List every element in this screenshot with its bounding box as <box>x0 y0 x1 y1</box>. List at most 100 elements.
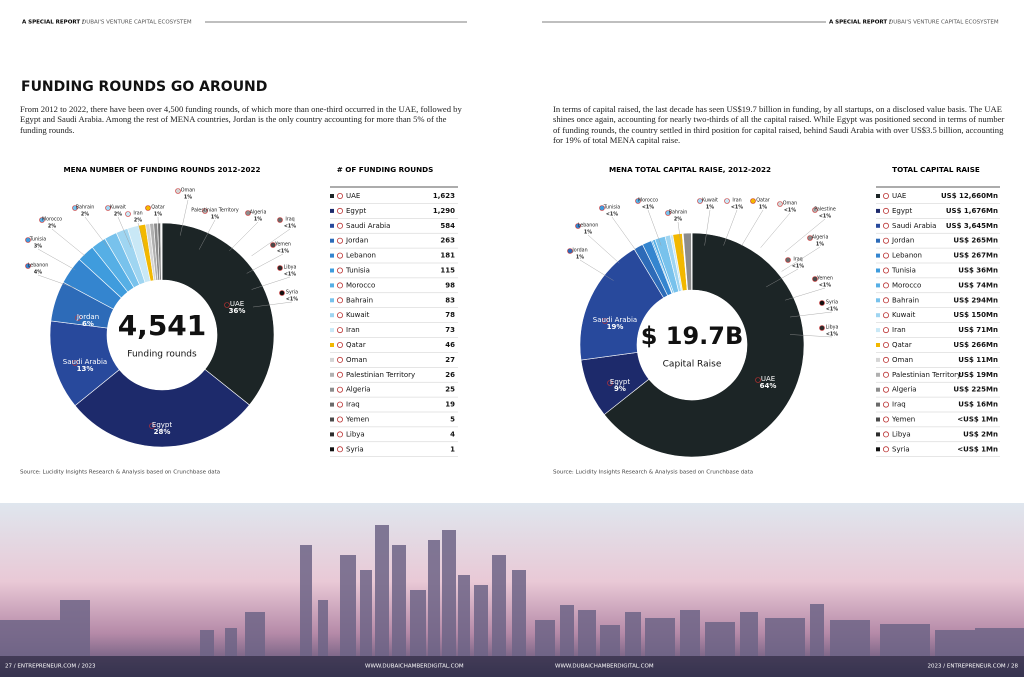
country-name: Algeria <box>892 386 917 394</box>
flag-icon <box>277 217 283 223</box>
building <box>410 590 426 656</box>
leader-line <box>789 334 833 338</box>
flag-icon <box>336 341 343 348</box>
country-name: Jordan <box>891 237 914 245</box>
row-value: US$ 267Mn <box>953 252 998 260</box>
slice-share: <1% <box>784 208 796 214</box>
country-name: Tunisia <box>891 267 916 275</box>
row-bullet <box>330 238 334 243</box>
row-bullet <box>876 268 880 273</box>
slice-name: Qatar <box>756 198 770 204</box>
country-name: Bahrain <box>346 296 373 304</box>
flag-icon <box>883 267 890 274</box>
flag-icon <box>883 431 890 438</box>
building <box>535 620 555 656</box>
flag-icon <box>270 242 276 248</box>
leader-line <box>760 212 791 248</box>
leader-line <box>723 209 738 246</box>
leader-line <box>587 234 620 264</box>
building <box>578 610 596 656</box>
slice-share: 1% <box>254 217 262 223</box>
building <box>830 620 870 656</box>
country-name: Tunisia <box>345 267 370 275</box>
flag-icon <box>125 211 131 217</box>
country-name: Libya <box>892 430 911 438</box>
slice-share: 1% <box>584 230 592 236</box>
slice-name: Yemen <box>274 242 291 248</box>
flag-icon <box>336 267 343 274</box>
country-name: Egypt <box>892 207 912 215</box>
table-title: # OF FUNDING ROUNDS <box>337 165 434 174</box>
row-value: US$ 16Mn <box>958 401 998 409</box>
row-value: US$ 294Mn <box>953 296 998 304</box>
leader-line <box>84 216 109 248</box>
flag-icon <box>883 252 890 259</box>
slice-share: <1% <box>792 264 804 270</box>
flag-icon <box>336 446 343 453</box>
slice-name: Morocco <box>638 198 658 204</box>
country-name: Morocco <box>892 281 921 289</box>
building <box>975 628 1024 656</box>
flag-icon <box>883 386 890 393</box>
slice-name: Bahrain <box>669 210 688 216</box>
leader-line <box>789 311 833 318</box>
flag-icon <box>697 198 703 204</box>
slice-share: 2% <box>81 212 89 218</box>
flag-icon <box>883 356 890 363</box>
flag-icon <box>883 327 890 334</box>
chart-title: MENA TOTAL CAPITAL RAISE, 2012-2022 <box>609 165 771 174</box>
row-bullet <box>330 343 334 347</box>
skyline <box>0 525 1024 656</box>
country-name: UAE <box>346 192 360 200</box>
flag-icon <box>599 205 605 211</box>
flag-icon <box>750 198 756 204</box>
row-bullet <box>876 298 880 303</box>
country-name: Saudi Arabia <box>892 222 936 230</box>
row-bullet <box>876 313 880 318</box>
slice-name: Iran <box>732 198 741 204</box>
leader-line <box>157 216 160 248</box>
row-value: 78 <box>445 311 455 319</box>
slice-share: 4% <box>34 270 42 276</box>
flag-icon <box>224 302 230 308</box>
row-value: 83 <box>445 296 455 304</box>
slice-share: <1% <box>286 297 298 303</box>
building <box>318 600 328 656</box>
flag-icon <box>336 297 343 304</box>
slice-name: Libya <box>826 325 839 331</box>
row-bullet <box>330 432 334 437</box>
country-name: Palestinian Territory <box>346 371 415 379</box>
slice-share: 1% <box>211 215 219 221</box>
country-name: Kuwait <box>346 311 370 319</box>
row-bullet <box>330 253 334 258</box>
row-bullet <box>876 238 880 243</box>
flag-icon <box>336 386 343 393</box>
building <box>680 610 700 656</box>
country-name: Lebanon <box>346 252 376 260</box>
row-value: 181 <box>440 252 455 260</box>
row-bullet <box>330 313 334 318</box>
country-name: Syria <box>346 445 364 453</box>
flag-icon <box>336 252 343 259</box>
header-kicker: A SPECIAL REPORT / <box>829 20 892 26</box>
flag-icon <box>175 188 181 194</box>
row-value: US$ 11Mn <box>958 356 998 364</box>
slice-share: 2% <box>114 212 122 218</box>
slice-name: Jordan <box>571 248 587 254</box>
flag-icon <box>602 318 608 324</box>
row-bullet <box>330 357 334 362</box>
row-value: US$ 36Mn <box>958 267 998 275</box>
building <box>245 612 265 656</box>
row-value: US$ 266Mn <box>953 341 998 349</box>
row-value: 263 <box>440 237 455 245</box>
slice-name: Palestinian Territory <box>191 208 239 214</box>
slice-share: 2% <box>48 224 56 230</box>
slice-share: 1% <box>184 195 192 201</box>
row-bullet <box>876 357 880 362</box>
slice-share: <1% <box>819 283 831 289</box>
country-name: Qatar <box>346 341 366 349</box>
flag-icon <box>72 360 78 366</box>
slice-name: Tunisia <box>603 205 620 211</box>
flag-icon <box>777 201 783 207</box>
flag-icon <box>202 208 208 214</box>
